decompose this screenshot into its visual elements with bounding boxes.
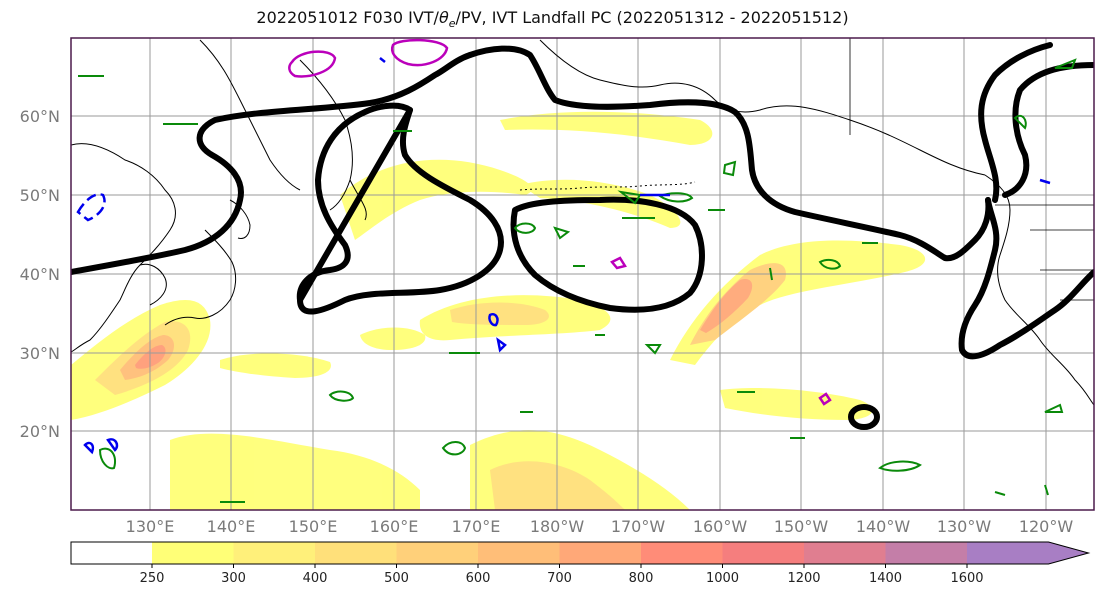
colorbar-tick-label: 700: [547, 571, 572, 586]
pv-blue-contours: [76, 57, 1051, 455]
colorbar-tick-label: 1600: [950, 571, 983, 586]
colorbar-segment: [396, 542, 478, 564]
colorbar-segment: [641, 542, 723, 564]
coastlines: [71, 39, 1094, 406]
lon-label: 140°W: [856, 517, 911, 536]
colorbar: 250 300 400 500 600 700 800 1000 1200 1400 1600: [70, 541, 1091, 586]
ivt-shading: [71, 111, 926, 510]
colorbar-segment: [885, 542, 967, 564]
lon-label: 170°E: [452, 517, 501, 536]
colorbar-segment: [559, 542, 641, 564]
colorbar-tick-label: 300: [221, 571, 246, 586]
colorbar-tick-label: 400: [303, 571, 328, 586]
colorbar-tick-label: 1000: [706, 571, 739, 586]
colorbar-tick-label: 800: [629, 571, 654, 586]
colorbar-segment: [71, 542, 152, 564]
lon-label: 130°W: [937, 517, 992, 536]
colorbar-segment: [152, 542, 234, 564]
lat-label: 60°N: [20, 107, 60, 126]
colorbar-segment: [233, 542, 315, 564]
map-title: 2022051012 F030 IVT/θe/PV, IVT Landfall …: [256, 8, 849, 31]
lon-label: 140°E: [207, 517, 256, 536]
colorbar-tick-label: 1400: [869, 571, 902, 586]
colorbar-tick-label: 500: [384, 571, 409, 586]
latitude-labels: 60°N 50°N 40°N 30°N 20°N: [20, 107, 60, 441]
colorbar-tick-label: 1200: [787, 571, 820, 586]
colorbar-segment: [722, 542, 804, 564]
colorbar-segment: [315, 542, 397, 564]
lat-label: 50°N: [20, 186, 60, 205]
pv-magenta-contours: [288, 38, 832, 406]
lon-label: 150°W: [774, 517, 829, 536]
lon-label: 170°W: [611, 517, 666, 536]
map-frame: [70, 37, 1095, 511]
colorbar-segment: [478, 542, 560, 564]
ivt-landfall-pc-contours: [71, 42, 1094, 430]
lat-label: 30°N: [20, 344, 60, 363]
colorbar-tick-label: 600: [466, 571, 491, 586]
lon-label: 180°W: [530, 517, 585, 536]
lat-label: 20°N: [20, 422, 60, 441]
lat-label: 40°N: [20, 265, 60, 284]
lon-label: 120°W: [1019, 517, 1074, 536]
lon-label: 160°W: [693, 517, 748, 536]
lon-label: 160°E: [370, 517, 419, 536]
theta-e-contours: [78, 58, 1077, 503]
colorbar-tick-label: 250: [140, 571, 165, 586]
longitude-labels: 130°E 140°E 150°E 160°E 170°E 180°W 170°…: [126, 517, 1074, 536]
colorbar-extend-arrow: [967, 542, 1089, 564]
lon-label: 130°E: [126, 517, 175, 536]
colorbar-outline: [70, 541, 1091, 565]
lon-label: 150°E: [289, 517, 338, 536]
colorbar-segment: [804, 542, 886, 564]
